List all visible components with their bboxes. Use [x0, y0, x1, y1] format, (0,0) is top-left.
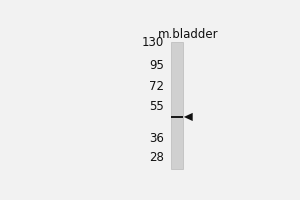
- Text: 28: 28: [149, 151, 164, 164]
- Text: m.bladder: m.bladder: [158, 28, 219, 41]
- Text: 130: 130: [141, 36, 164, 49]
- Text: 55: 55: [149, 100, 164, 113]
- Bar: [171, 116, 183, 118]
- Text: 72: 72: [148, 80, 164, 93]
- Text: 36: 36: [149, 132, 164, 145]
- Polygon shape: [184, 113, 193, 121]
- Text: 95: 95: [149, 59, 164, 72]
- Bar: [171, 42, 183, 169]
